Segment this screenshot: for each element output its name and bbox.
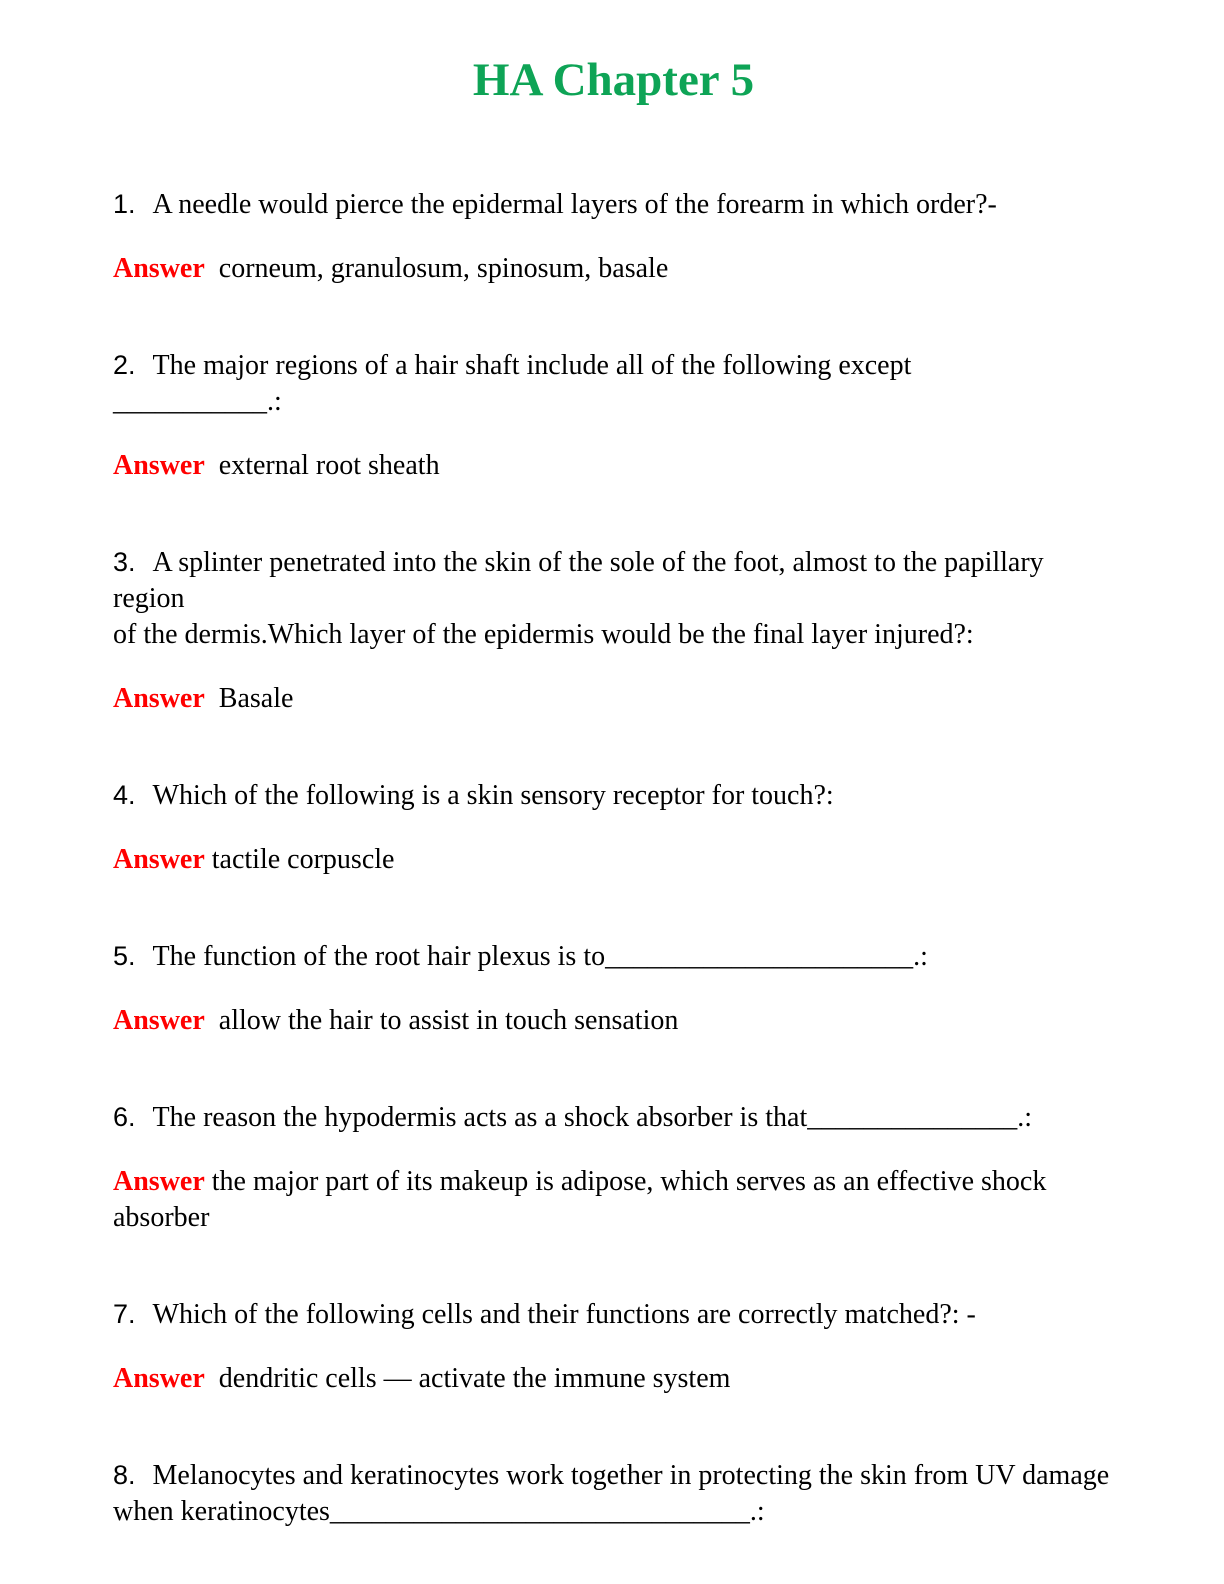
question-text: The reason the hypodermis acts as a shoc… — [152, 1102, 1033, 1133]
question-text: The major regions of a hair shaft includ… — [152, 350, 912, 381]
question-4: 4. Which of the following is a skin senso… — [113, 777, 1114, 814]
answer-label: Answer — [113, 844, 205, 875]
question-blank-line: ___________.: — [113, 386, 282, 417]
answer-1: Answer corneum, granulosum, spinosum, ba… — [113, 251, 1114, 287]
question-line: 3. A splinter penetrated into the skin of… — [113, 544, 1114, 617]
answer-text: the major part of its makeup is adipose,… — [204, 1166, 1047, 1197]
page-title: HA Chapter 5 — [472, 54, 755, 106]
answer-text: corneum, granulosum, spinosum, basale — [204, 253, 669, 284]
qa-block-4: 4. Which of the following is a skin senso… — [113, 777, 1114, 878]
question-number: 4. — [113, 780, 136, 810]
question-line: 2. The major regions of a hair shaft incl… — [113, 347, 1114, 384]
question-text: Melanocytes and keratinocytes work toget… — [152, 1460, 1110, 1491]
answer-text: allow the hair to assist in touch sensat… — [204, 1005, 679, 1036]
question-text: Which of the following is a skin sensory… — [152, 780, 834, 811]
question-text: The function of the root hair plexus is … — [152, 941, 928, 972]
answer-line: Answer Basale — [113, 681, 1114, 717]
question-number: 5. — [113, 941, 136, 971]
question-2: 2. The major regions of a hair shaft incl… — [113, 347, 1114, 420]
answer-7: Answer dendritic cells — activate the im… — [113, 1361, 1114, 1397]
answer-label: Answer — [113, 450, 205, 481]
answer-line: Answer the major part of its makeup is a… — [113, 1164, 1114, 1200]
answer-label: Answer — [113, 1005, 205, 1036]
question-1: 1. A needle would pierce the epidermal la… — [113, 186, 1114, 223]
question-line: 8. Melanocytes and keratinocytes work tog… — [113, 1457, 1114, 1494]
question-number: 8. — [113, 1460, 136, 1490]
question-3: 3. A splinter penetrated into the skin of… — [113, 544, 1114, 653]
question-number: 1. — [113, 189, 136, 219]
answer-text: external root sheath — [204, 450, 440, 481]
answer-line: Answer dendritic cells — activate the im… — [113, 1361, 1114, 1397]
answer-label: Answer — [113, 253, 205, 284]
answer-2: Answer external root sheath — [113, 448, 1114, 484]
answer-line: Answer corneum, granulosum, spinosum, ba… — [113, 251, 1114, 287]
question-8: 8. Melanocytes and keratinocytes work tog… — [113, 1457, 1114, 1530]
answer-6: Answer the major part of its makeup is a… — [113, 1164, 1114, 1236]
qa-block-7: 7. Which of the following cells and their… — [113, 1296, 1114, 1397]
question-6: 6. The reason the hypodermis acts as a sh… — [113, 1099, 1114, 1136]
question-text: Which of the following cells and their f… — [152, 1299, 976, 1330]
question-number: 2. — [113, 350, 136, 380]
answer-line: Answer allow the hair to assist in touch… — [113, 1003, 1114, 1039]
qa-block-2: 2. The major regions of a hair shaft incl… — [113, 347, 1114, 484]
question-text: A needle would pierce the epidermal laye… — [152, 189, 997, 220]
question-number: 3. — [113, 547, 136, 577]
answer-label: Answer — [113, 683, 205, 714]
qa-block-3: 3. A splinter penetrated into the skin of… — [113, 544, 1114, 717]
answer-line-continuation: absorber — [113, 1202, 210, 1233]
question-5: 5. The function of the root hair plexus i… — [113, 938, 1114, 975]
question-line: 5. The function of the root hair plexus i… — [113, 938, 1114, 975]
answer-text: dendritic cells — activate the immune sy… — [204, 1363, 731, 1394]
question-text: A splinter penetrated into the skin of t… — [113, 547, 1051, 614]
answer-3: Answer Basale — [113, 681, 1114, 717]
question-line: 1. A needle would pierce the epidermal la… — [113, 186, 1114, 223]
question-line: 4. Which of the following is a skin senso… — [113, 777, 1114, 814]
question-number: 7. — [113, 1299, 136, 1329]
answer-label: Answer — [113, 1166, 205, 1197]
answer-line: Answer external root sheath — [113, 448, 1114, 484]
question-blank-line: when keratinocytes______________________… — [113, 1496, 765, 1527]
qa-block-6: 6. The reason the hypodermis acts as a sh… — [113, 1099, 1114, 1236]
answer-text: tactile corpuscle — [204, 844, 395, 875]
answer-4: Answer tactile corpuscle — [113, 842, 1114, 878]
question-line: 6. The reason the hypodermis acts as a sh… — [113, 1099, 1114, 1136]
question-line-continuation: of the dermis.Which layer of the epiderm… — [113, 619, 974, 650]
question-line: 7. Which of the following cells and their… — [113, 1296, 1114, 1333]
answer-label: Answer — [113, 1363, 205, 1394]
question-7: 7. Which of the following cells and their… — [113, 1296, 1114, 1333]
qa-block-8: 8. Melanocytes and keratinocytes work tog… — [113, 1457, 1114, 1530]
answer-line: Answer tactile corpuscle — [113, 842, 1114, 878]
answer-5: Answer allow the hair to assist in touch… — [113, 1003, 1114, 1039]
answer-text: Basale — [204, 683, 294, 714]
qa-block-1: 1. A needle would pierce the epidermal la… — [113, 186, 1114, 287]
qa-block-5: 5. The function of the root hair plexus i… — [113, 938, 1114, 1039]
question-number: 6. — [113, 1102, 136, 1132]
